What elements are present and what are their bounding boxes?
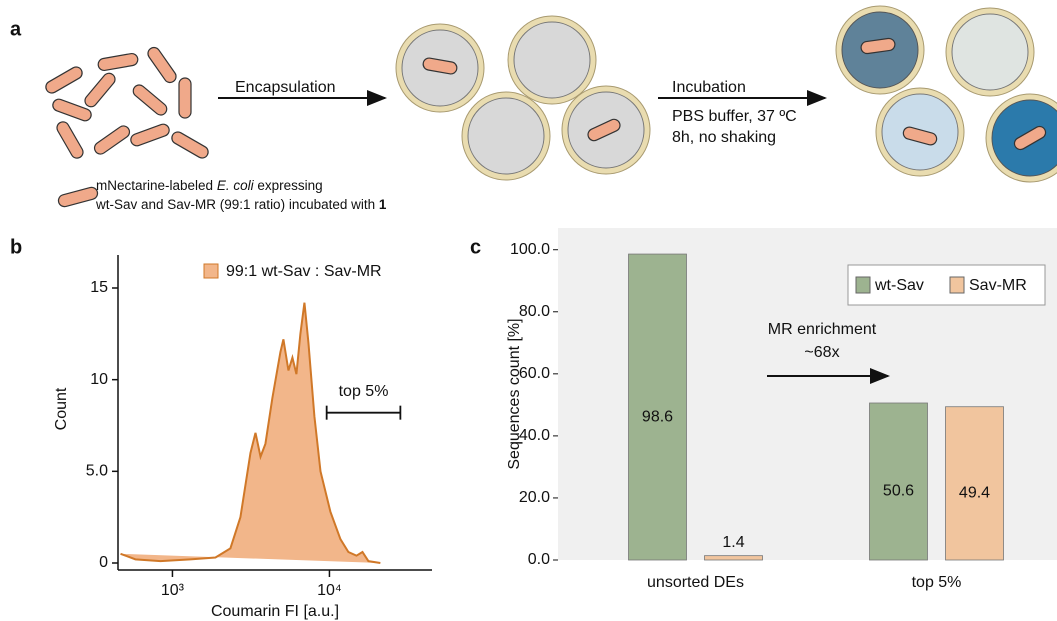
- step-detail: PBS buffer, 37 ºC: [672, 108, 797, 125]
- legend-label: wt-Sav: [874, 277, 924, 294]
- gate-label: top 5%: [339, 383, 389, 400]
- annotation: ~68x: [804, 344, 839, 361]
- y-tick-label: 40.0: [519, 427, 550, 444]
- y-tick-label: 20.0: [519, 489, 550, 506]
- y-tick-label: 60.0: [519, 365, 550, 382]
- y-tick-label: 0: [99, 554, 108, 571]
- caption-text: 1: [379, 197, 387, 212]
- bar: [869, 402, 928, 561]
- y-axis-label: Sequences count [%]: [506, 318, 523, 469]
- legend-label: Sav-MR: [969, 277, 1027, 294]
- annotation: MR enrichment: [768, 321, 877, 338]
- x-tick-label: 10³: [161, 582, 185, 599]
- y-tick-label: 10: [90, 371, 108, 388]
- y-tick-label: 0.0: [528, 551, 550, 568]
- bacteria: [45, 46, 209, 208]
- legend-box: [847, 264, 1046, 306]
- legend-swatch: [855, 276, 871, 294]
- panel-label: a: [10, 18, 22, 40]
- value-label: 49.4: [959, 485, 990, 502]
- panel-label: b: [10, 236, 22, 258]
- bar: [704, 555, 763, 561]
- step-label: Encapsulation: [235, 79, 336, 96]
- area: [120, 302, 381, 564]
- legend-swatch: [203, 263, 219, 279]
- y-axis-label: Count: [53, 387, 70, 430]
- value-label: 98.6: [642, 408, 673, 425]
- value-label: 50.6: [883, 483, 914, 500]
- bar: [945, 406, 1004, 561]
- y-tick-label: 80.0: [519, 303, 550, 320]
- legend-swatch: [949, 276, 965, 294]
- legend-label: 99:1 wt-Sav : Sav-MR: [226, 263, 382, 280]
- x-tick-label: unsorted DEs: [647, 574, 744, 591]
- panel-label: c: [470, 236, 481, 258]
- caption: mNectarine-labeled E. coli expressing: [96, 178, 323, 193]
- step-label: Incubation: [672, 79, 746, 96]
- x-tick-label: top 5%: [912, 574, 962, 591]
- caption-text: expressing: [254, 178, 323, 193]
- incubated-droplets: [835, 5, 1057, 183]
- x-axis-label: Coumarin FI [a.u.]: [211, 603, 339, 620]
- caption: wt-Sav and Sav-MR (99:1 ratio) incubated…: [95, 197, 387, 212]
- caption-text: E. coli: [217, 178, 255, 193]
- value-label: 1.4: [722, 534, 744, 551]
- y-tick-label: 5.0: [86, 463, 108, 480]
- droplets: [395, 15, 651, 181]
- x-tick-label: 10⁴: [317, 582, 342, 599]
- y-tick-label: 15: [90, 279, 108, 296]
- y-tick-label: 100.0: [510, 241, 550, 258]
- caption-text: mNectarine-labeled: [96, 178, 217, 193]
- step-detail: 8h, no shaking: [672, 129, 776, 146]
- caption-text: wt-Sav and Sav-MR (99:1 ratio) incubated…: [95, 197, 379, 212]
- bar: [628, 253, 687, 561]
